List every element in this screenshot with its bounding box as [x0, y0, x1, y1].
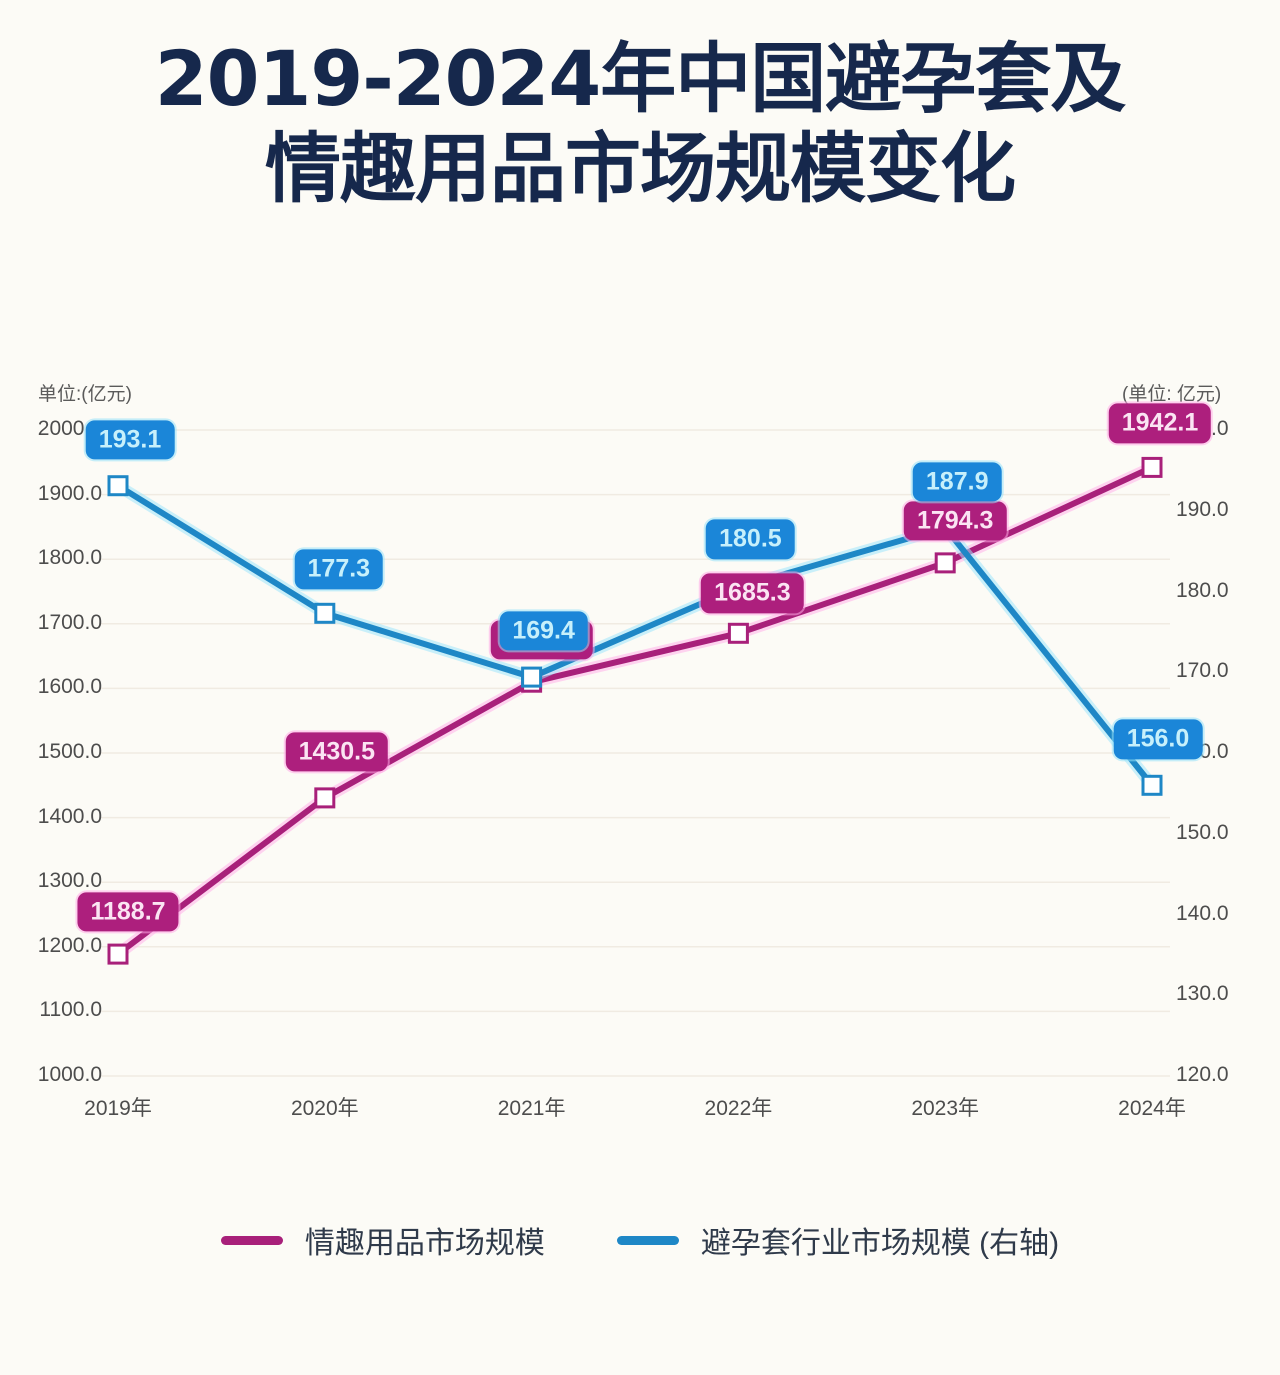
data-point-marker: [314, 787, 336, 809]
legend-swatch-pink: [220, 1235, 283, 1245]
x-axis-tick: 2022年: [704, 1097, 773, 1120]
data-point-marker: [107, 475, 129, 497]
x-axis-tick: 2021年: [497, 1097, 566, 1120]
chart-legend: 情趣用品市场规模 避孕套行业市场规模 (右轴): [0, 1218, 1280, 1262]
right-axis-tick: 180.0: [1176, 578, 1229, 602]
series-lines: [112, 461, 1158, 961]
data-point-marker: [1141, 774, 1163, 796]
left-axis-tick: 1300.0: [37, 869, 102, 893]
legend-item-blue[interactable]: 避孕套行业市场规模 (右轴): [616, 1218, 1060, 1262]
right-axis-tick: 190.0: [1176, 497, 1229, 521]
chart-title-line-2: 情趣用品市场规模变化: [265, 123, 1016, 213]
right-axis-tick: 170.0: [1176, 659, 1229, 683]
data-point-marker: [314, 602, 336, 624]
data-label-pink: 1188.7: [77, 892, 179, 932]
x-axis-tick: 2023年: [911, 1097, 980, 1120]
left-axis-tick: 1000.0: [37, 1063, 102, 1086]
legend-item-pink[interactable]: 情趣用品市场规模: [220, 1218, 545, 1262]
data-point-marker: [727, 622, 749, 644]
left-axis-tick: 1600.0: [37, 675, 102, 699]
data-label-pink: 1685.3: [701, 573, 804, 613]
data-label-blue: 180.5: [706, 519, 795, 560]
data-label-blue: 169.4: [499, 611, 588, 651]
data-point-marker: [934, 552, 956, 574]
left-axis-unit-label: 单位:(亿元): [38, 384, 132, 405]
right-axis-tick: 130.0: [1176, 982, 1229, 1006]
data-label-blue: 156.0: [1113, 719, 1203, 759]
data-label-pink: 1794.3: [903, 501, 1007, 541]
chart-title: 2019-2024年中国避孕套及 情趣用品市场规模变化: [0, 34, 1280, 213]
right-axis-unit-label: (单位: 亿元): [1122, 384, 1222, 405]
right-axis-tick: 140.0: [1176, 901, 1229, 925]
data-point-marker: [1141, 456, 1163, 478]
x-axis-tick: 2020年: [290, 1097, 359, 1120]
left-axis-tick: 1200.0: [37, 933, 102, 957]
data-point-marker: [521, 666, 543, 688]
left-axis-tick: 1400.0: [37, 804, 102, 828]
data-label-blue: 187.9: [912, 462, 1002, 502]
right-axis-tick: 150.0: [1176, 820, 1229, 844]
chart-plot-area: 2000.0 1900.0 1800.0 1700.0 1600.0 1500.0 1400…: [0, 400, 1280, 1120]
left-axis-tick: 1100.0: [39, 998, 102, 1022]
data-label-blue: 177.3: [294, 549, 384, 589]
x-axis-tick: 2024年: [1118, 1097, 1186, 1120]
data-label-blue: 193.1: [85, 420, 175, 460]
legend-swatch-blue: [616, 1235, 679, 1245]
left-axis-tick: 1900.0: [37, 481, 102, 505]
x-axis-tick: 2019年: [84, 1097, 152, 1120]
left-axis-tick: 1500.0: [37, 740, 102, 763]
legend-label-pink: 情趣用品市场规模: [304, 1227, 545, 1260]
left-axis-tick: 1700.0: [37, 610, 102, 634]
chart-svg: [100, 429, 1170, 1077]
left-axis-tick: 1800.0: [37, 546, 102, 570]
legend-label-blue: 避孕套行业市场规模 (右轴): [700, 1227, 1060, 1260]
data-point-marker: [107, 943, 129, 965]
data-label-pink: 1430.5: [285, 732, 389, 772]
data-label-pink: 1942.1: [1108, 403, 1212, 444]
chart-title-line-1: 2019-2024年中国避孕套及: [154, 34, 1127, 123]
right-axis-tick: 120.0: [1176, 1063, 1229, 1086]
